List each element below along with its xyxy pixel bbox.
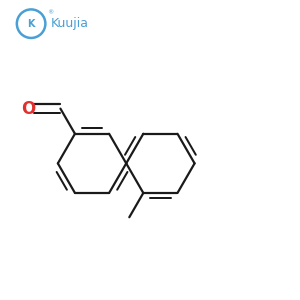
Text: K: K (27, 19, 35, 29)
Text: ®: ® (47, 11, 53, 16)
Text: Kuujia: Kuujia (51, 17, 89, 30)
Text: O: O (21, 100, 35, 118)
